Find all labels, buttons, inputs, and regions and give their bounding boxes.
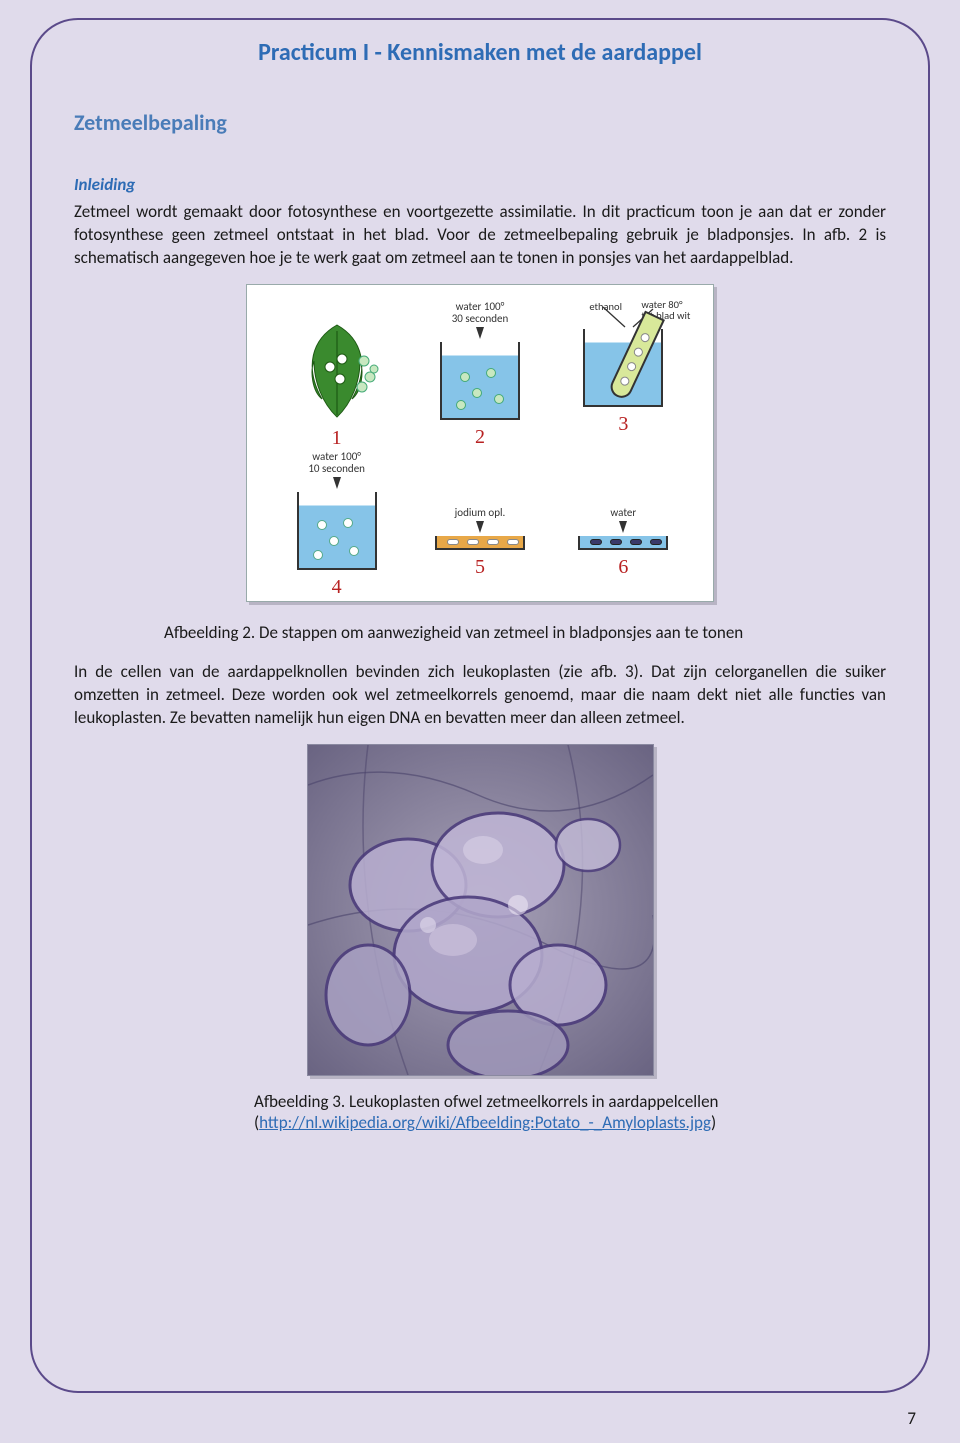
step-number: 4 [267, 576, 407, 599]
arrow-down-icon [619, 521, 627, 533]
intro-paragraph: Zetmeel wordt gemaakt door fotosynthese … [74, 201, 886, 270]
diagram-step-6: water 6 [553, 451, 693, 579]
figure-2: 1 water 100°30 seconden [74, 284, 886, 602]
diagram-step-4: water 100°10 seconden 4 [267, 451, 407, 599]
step-number: 3 [553, 413, 693, 436]
diagram-step-2: water 100°30 seconden 2 [410, 301, 550, 449]
page-title: Practicum I - Kennismaken met de aardapp… [74, 38, 886, 67]
figure-3-source-link[interactable]: http://nl.wikipedia.org/wiki/Afbeelding:… [259, 1112, 711, 1133]
step-number: 2 [410, 426, 550, 449]
diagram-step-5: jodium opl. 5 [410, 451, 550, 579]
page-number: 7 [907, 1408, 916, 1429]
leaf-icon [292, 321, 382, 421]
step-number: 1 [267, 427, 407, 450]
body-paragraph-2: In de cellen van de aardappelknollen bev… [74, 661, 886, 730]
arrow-down-icon [476, 327, 484, 339]
section-heading: Zetmeelbepaling [74, 109, 886, 136]
subheading-inleiding: Inleiding [74, 174, 886, 195]
step-number: 6 [553, 556, 693, 579]
diagram-step-3: ethanol water 80°tot blad wit [553, 301, 693, 436]
figure-3-caption: Afbeelding 3. Leukoplasten ofwel zetmeel… [254, 1091, 886, 1133]
figure-3 [74, 744, 886, 1081]
figure-2-caption: Afbeelding 2. De stappen om aanwezigheid… [164, 622, 886, 643]
arrow-down-icon [333, 477, 341, 489]
arrow-down-icon [476, 521, 484, 533]
microscopy-image [308, 745, 653, 1075]
diagram-step-1: 1 [267, 301, 407, 450]
step-number: 5 [410, 556, 550, 579]
